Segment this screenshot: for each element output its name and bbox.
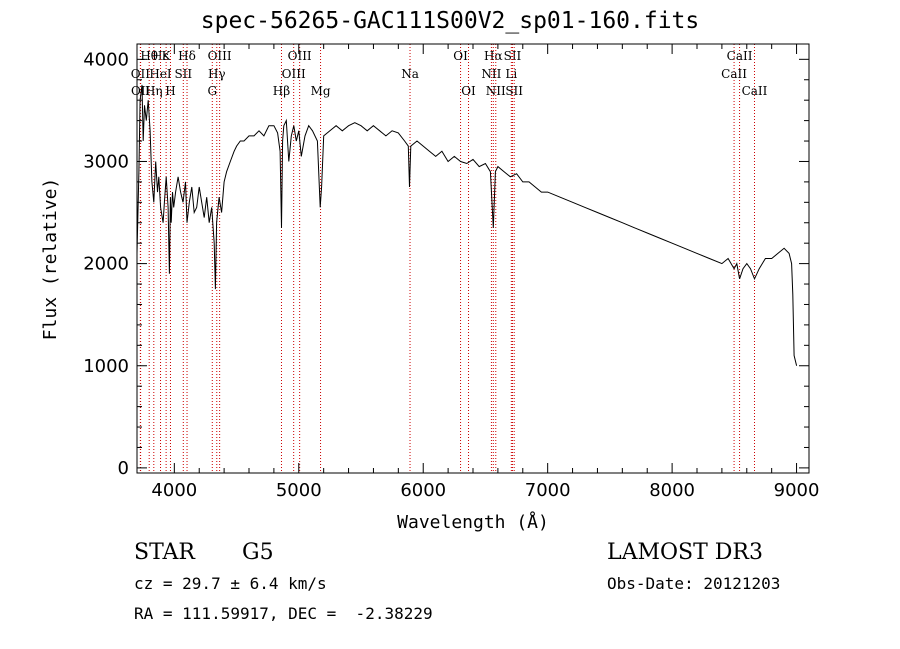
spectrum-line [136,84,798,366]
x-tick-label-2: 6000 [400,480,446,501]
object-class: STAR [134,540,195,565]
y-tick-label-4: 4000 [83,49,129,70]
marker-label-16: Mg [311,84,331,98]
y-tick-label-2: 2000 [83,254,129,275]
y-axis-label: Flux (relative) [40,178,61,341]
marker-label-2: OII [131,84,151,98]
y-tick-label-3: 3000 [83,151,129,172]
x-tick-label-1: 5000 [276,480,322,501]
marker-label-8: H [165,84,175,98]
marker-label-27: CaII [721,67,747,81]
coordinates-text: RA = 111.59917, DEC = -2.38229 [134,604,433,623]
marker-label-26: CaII [727,49,753,63]
marker-label-21: SII [504,49,522,63]
marker-label-24: NII [486,84,506,98]
marker-label-23: Li [505,67,517,81]
chart-title: spec-56265-GAC111S00V2_sp01-160.fits [200,8,700,34]
x-tick-label-3: 7000 [525,480,571,501]
y-tick-label-1: 1000 [83,356,129,377]
marker-label-10: OIII [208,49,232,63]
y-tick-label-0: 0 [118,458,129,479]
object-subclass: G5 [242,540,274,565]
marker-label-14: OIII [288,49,312,63]
marker-label-7: SII [174,67,192,81]
axis-ticks: 4000 5000 6000 7000 8000 9000 0 1000 2000 3000 400… [83,44,819,501]
marker-label-28: CaII [742,84,768,98]
marker-label-17: Na [401,67,419,81]
survey-label: LAMOST DR3 [607,540,763,565]
x-tick-label-0: 4000 [151,480,197,501]
marker-label-19: OI [461,84,476,98]
marker-label-11: Hγ [208,67,226,81]
marker-label-9: Hδ [178,49,196,63]
marker-label-20: Hα [484,49,503,63]
marker-label-18: OI [453,49,468,63]
marker-label-13: Hβ [273,84,290,98]
obs-date: Obs-Date: 20121203 [607,574,781,593]
marker-label-5: Hη [145,84,163,98]
x-tick-label-4: 8000 [649,480,695,501]
marker-label-25: SII [505,84,523,98]
marker-label-6: K [162,49,172,63]
redshift-text: cz = 29.7 ± 6.4 km/s [134,574,327,593]
x-axis-label: Wavelength (Å) [397,511,549,533]
marker-label-12: G [207,84,217,98]
marker-label-22: NII [481,67,501,81]
marker-label-4: HeI [149,67,172,81]
marker-label-15: OIII [282,67,306,81]
series-layer [136,84,798,366]
x-tick-label-5: 9000 [774,480,820,501]
